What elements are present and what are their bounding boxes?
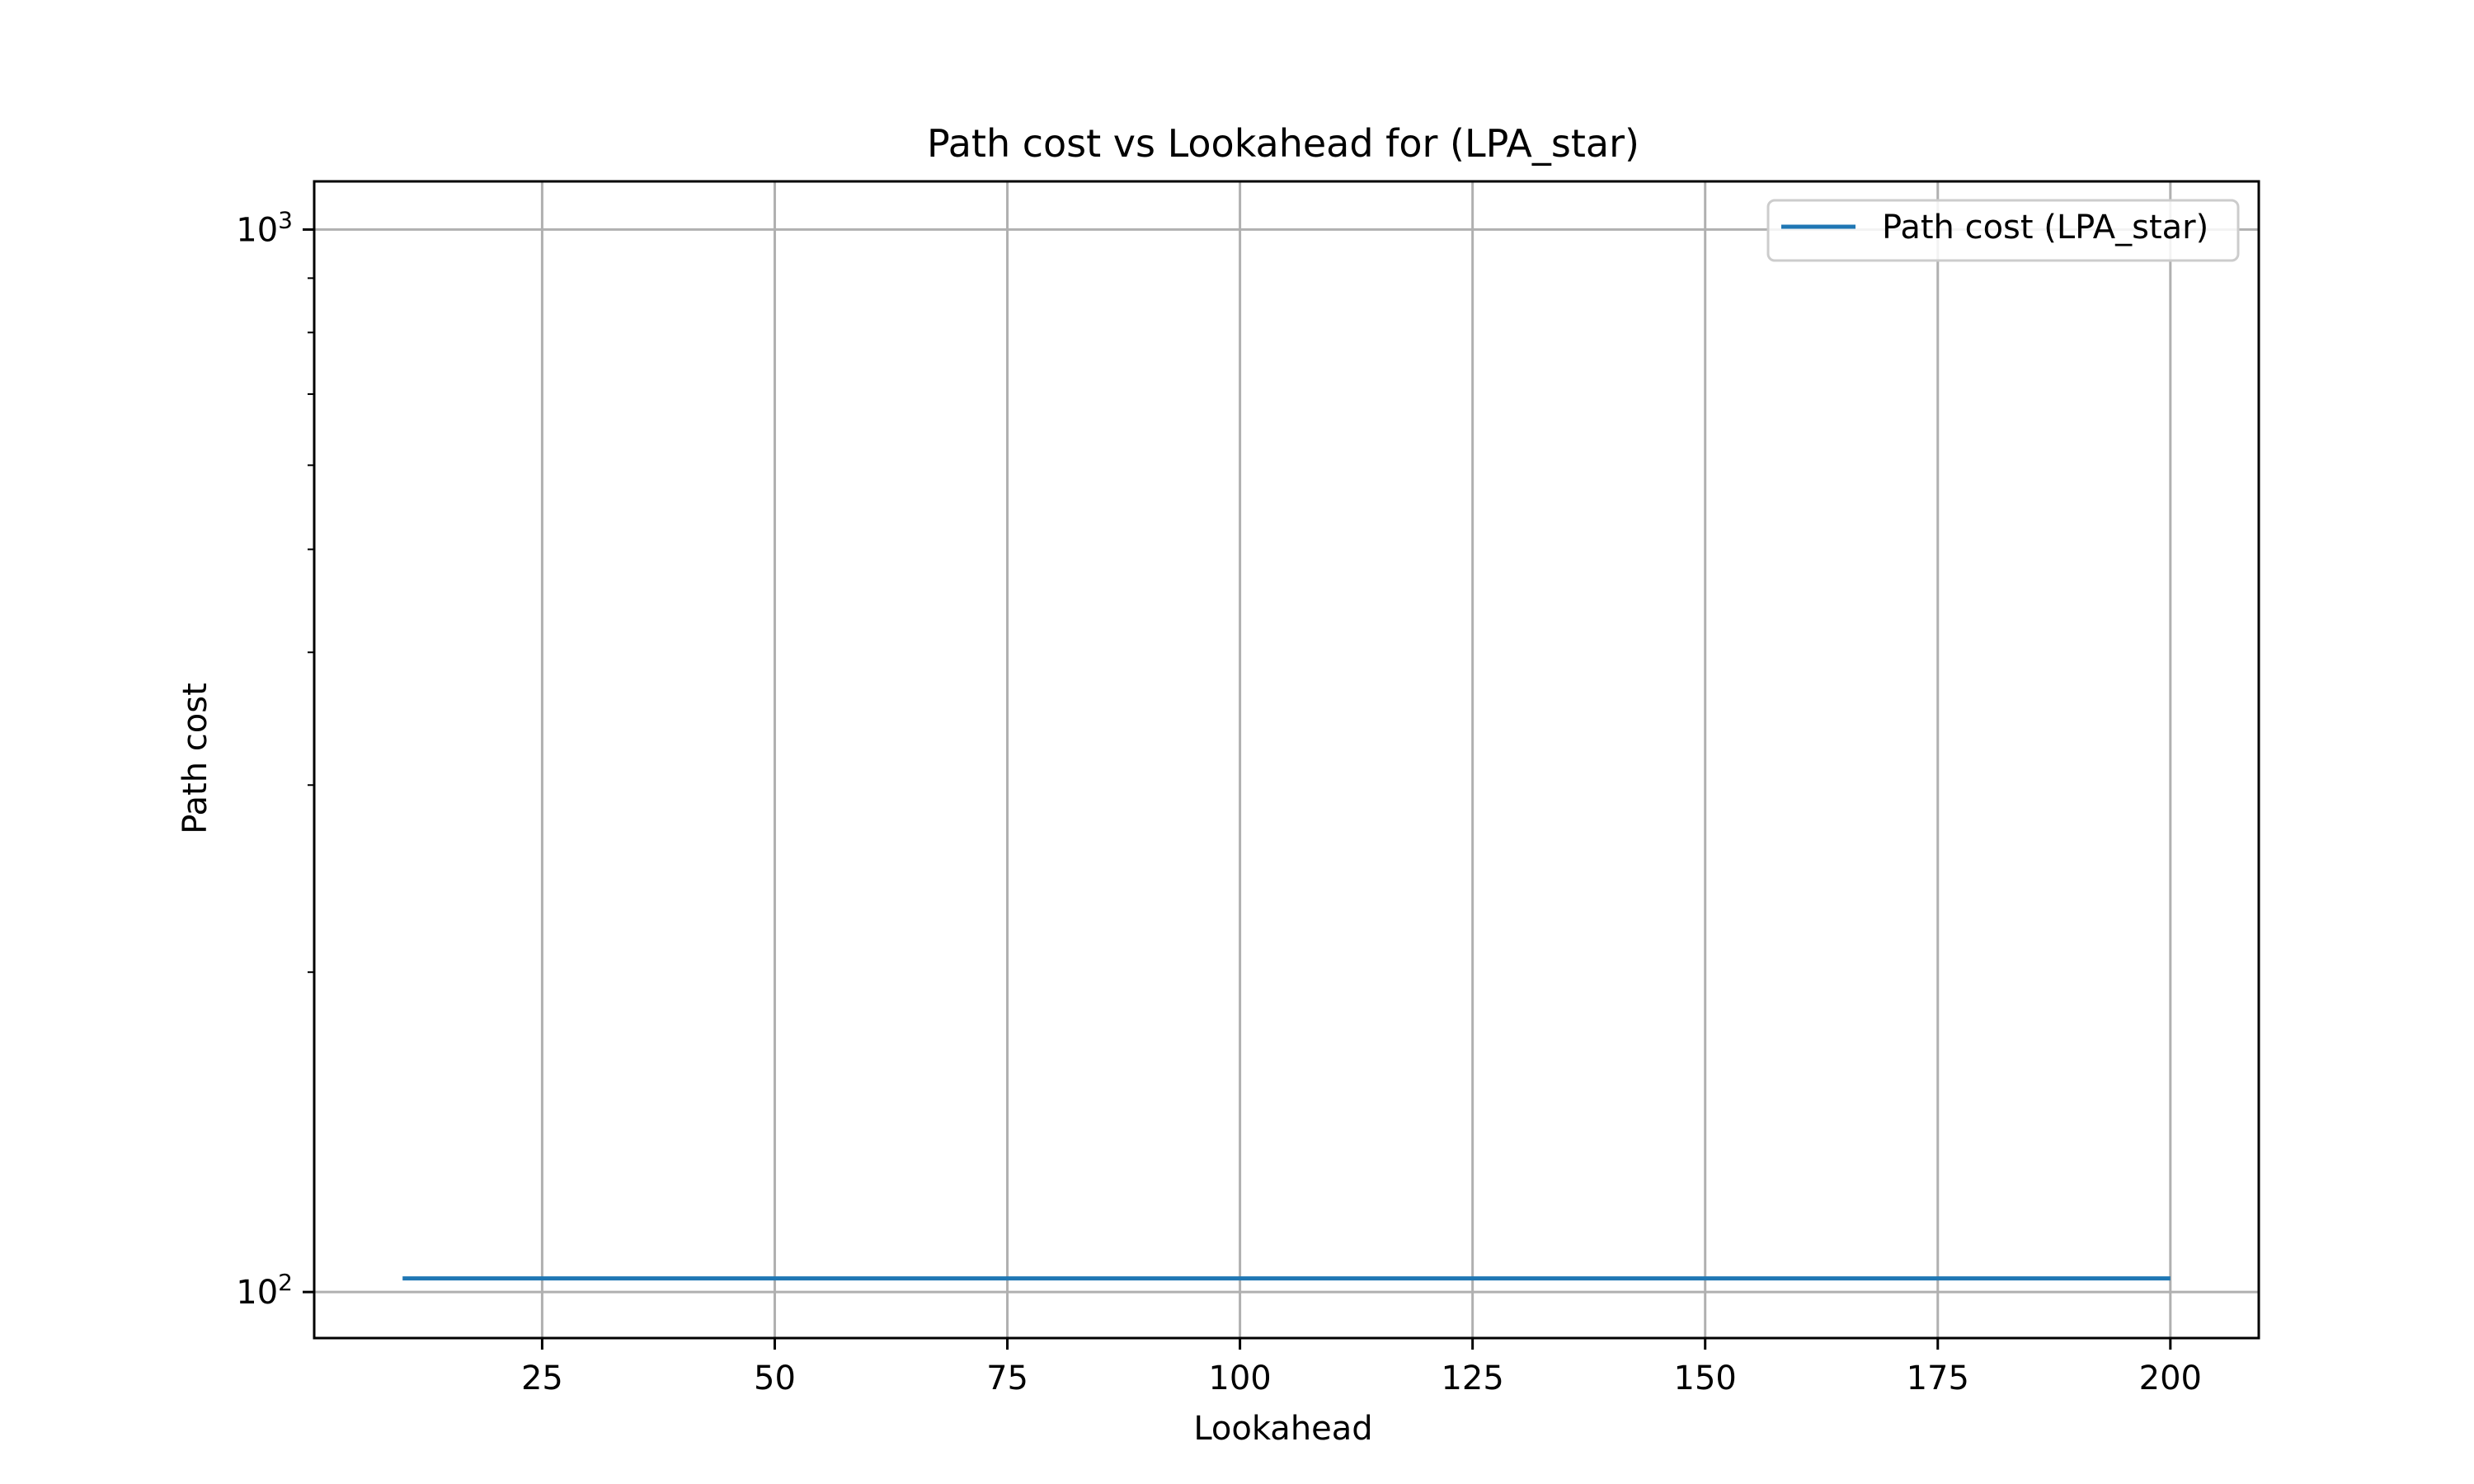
x-tick-label: 200	[2139, 1360, 2202, 1397]
chart-title: Path cost vs Lookahead for (LPA_star)	[927, 121, 1639, 166]
x-tick-label: 25	[521, 1360, 563, 1397]
plot-frame	[313, 180, 2260, 1340]
axis-ticks: 25 50 75 100 125 150 175 200 102 103	[236, 206, 2202, 1397]
x-tick-label: 50	[754, 1360, 796, 1397]
y-axis-label: Path cost	[176, 683, 214, 834]
legend: Path cost (LPA_star)	[1766, 199, 2240, 262]
y-tick-label: 103	[236, 206, 293, 249]
y-tick-label: 102	[236, 1269, 293, 1312]
x-tick-label: 125	[1441, 1360, 1503, 1397]
legend-box	[1766, 199, 2240, 262]
x-axis-label: Lookahead	[1193, 1410, 1372, 1448]
x-tick-label: 100	[1208, 1360, 1271, 1397]
legend-label: Path cost (LPA_star)	[1882, 209, 2208, 247]
x-tick-label: 175	[1907, 1360, 1969, 1397]
x-tick-label: 75	[986, 1360, 1028, 1397]
x-tick-label: 150	[1674, 1360, 1737, 1397]
